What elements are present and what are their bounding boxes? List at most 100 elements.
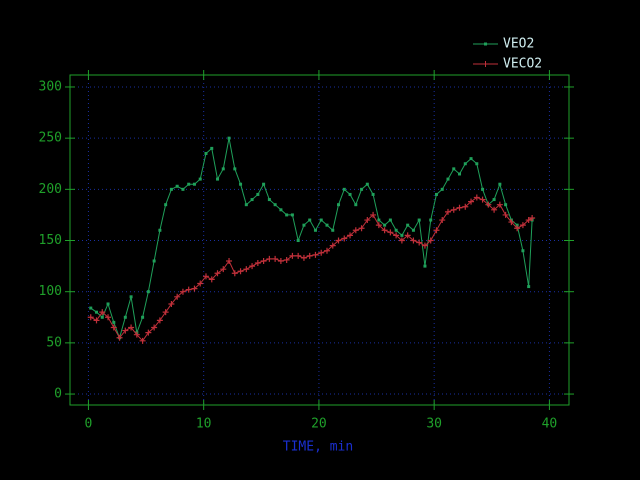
y-tick-label: 200 [39, 182, 62, 197]
point [197, 280, 204, 287]
point [175, 184, 179, 188]
point [341, 235, 348, 242]
point [249, 263, 256, 270]
point [181, 187, 185, 191]
legend-marker [482, 61, 489, 67]
x-tick-label: 40 [542, 417, 558, 432]
point [404, 232, 411, 239]
point [347, 232, 354, 239]
point [410, 237, 417, 244]
series-line [90, 138, 533, 340]
point [156, 317, 163, 324]
point [116, 334, 123, 341]
point [290, 213, 294, 217]
point [256, 192, 260, 196]
point [262, 182, 266, 186]
point [377, 218, 381, 222]
point [204, 152, 208, 156]
point [365, 182, 369, 186]
point [89, 306, 93, 310]
point [400, 233, 404, 237]
x-tick-label: 10 [196, 417, 212, 432]
point [473, 194, 480, 201]
point [416, 239, 423, 246]
point [210, 146, 214, 150]
y-tick-label: 300 [39, 79, 62, 94]
point [267, 198, 271, 202]
point [139, 337, 146, 344]
point [381, 227, 388, 234]
point [387, 229, 394, 236]
point [481, 187, 485, 191]
point [202, 273, 209, 280]
x-axis-label: TIME, min [283, 440, 353, 455]
point [527, 285, 531, 289]
point [312, 251, 319, 258]
point [208, 276, 215, 283]
point [151, 324, 158, 331]
point [514, 225, 521, 232]
point [198, 177, 202, 181]
point [502, 211, 509, 218]
point [515, 223, 519, 227]
point [227, 136, 231, 140]
point [491, 206, 498, 213]
point [273, 203, 277, 207]
point [504, 203, 508, 207]
point [370, 211, 377, 218]
point [498, 182, 502, 186]
point [411, 228, 415, 232]
y-tick-label: 50 [46, 335, 62, 350]
plot-frame [69, 74, 570, 406]
point [295, 252, 302, 259]
point [226, 257, 233, 264]
point [485, 201, 492, 208]
point [169, 187, 173, 191]
point [394, 228, 398, 232]
point [141, 315, 145, 319]
point [266, 255, 273, 262]
point [529, 214, 536, 221]
point [325, 223, 329, 227]
point [429, 218, 433, 222]
point [393, 232, 400, 239]
point [168, 300, 175, 307]
point [243, 266, 250, 273]
point [179, 288, 186, 295]
point [468, 198, 475, 205]
point [192, 182, 196, 186]
point [191, 285, 198, 292]
point [285, 213, 289, 217]
point [95, 310, 99, 314]
point [133, 331, 140, 338]
point [233, 167, 237, 171]
point [216, 177, 220, 181]
point [237, 268, 244, 275]
point [214, 270, 221, 277]
point [260, 257, 267, 264]
point [398, 237, 405, 244]
point [93, 317, 100, 324]
x-tick-label: 0 [85, 417, 93, 432]
legend-label: VECO2 [503, 57, 542, 72]
point [525, 217, 532, 224]
point [388, 218, 392, 222]
point [462, 203, 469, 210]
legend-marker [484, 42, 487, 46]
point [313, 228, 317, 232]
point [417, 218, 421, 222]
point [277, 257, 284, 264]
point [145, 329, 152, 336]
point [302, 223, 306, 227]
point [254, 260, 261, 267]
point [87, 314, 94, 321]
point [152, 259, 156, 263]
point [371, 192, 375, 196]
point [100, 315, 104, 319]
point [308, 218, 312, 222]
point [354, 203, 358, 207]
legend-label: VEO2 [503, 37, 534, 52]
point [231, 270, 238, 277]
point [469, 157, 473, 161]
